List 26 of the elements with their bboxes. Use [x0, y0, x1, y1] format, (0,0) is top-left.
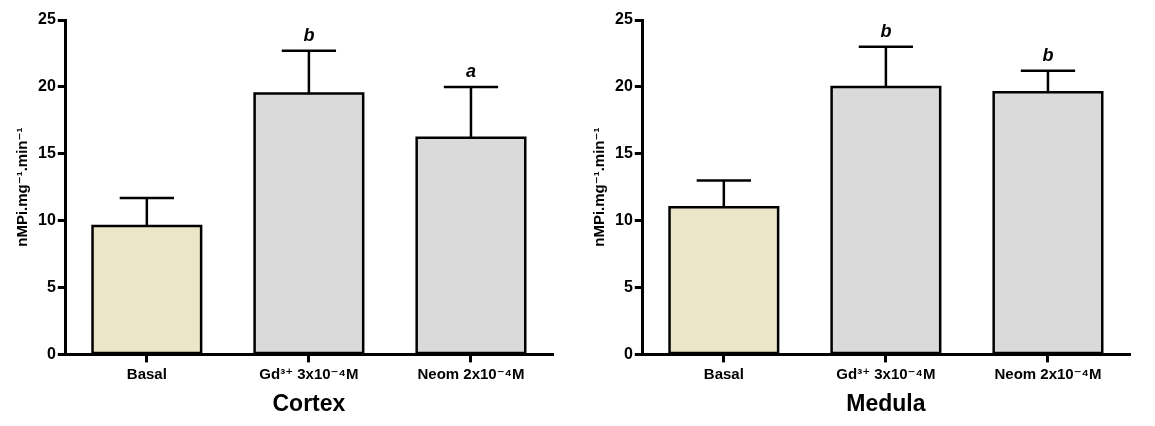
- y-tick-label: 10: [615, 211, 633, 229]
- y-tick-label: 5: [46, 277, 56, 295]
- x-axis-title: Cortex: [272, 389, 346, 416]
- annotation: a: [465, 60, 476, 81]
- y-tick-label: 0: [623, 344, 633, 362]
- x-tick-label: Neom 2x10⁻⁴M: [417, 364, 525, 382]
- x-tick-label: Basal: [126, 364, 167, 382]
- x-tick-label: Basal: [703, 364, 744, 382]
- y-tick-label: 20: [38, 77, 56, 95]
- x-axis-title: Medula: [846, 389, 926, 416]
- annotation: b: [1042, 44, 1054, 65]
- y-axis-title: nMPi.mg⁻¹.min⁻¹: [13, 127, 31, 247]
- annotation: b: [880, 20, 892, 41]
- y-axis-title: nMPi.mg⁻¹.min⁻¹: [590, 127, 608, 247]
- x-tick-label: Gd³⁺ 3x10⁻⁴M: [259, 364, 359, 382]
- y-tick-label: 5: [623, 277, 633, 295]
- y-tick-label: 10: [38, 211, 56, 229]
- y-tick-label: 0: [46, 344, 56, 362]
- y-tick-label: 25: [615, 10, 633, 28]
- y-tick-label: 15: [615, 144, 633, 162]
- x-tick-label: Gd³⁺ 3x10⁻⁴M: [836, 364, 936, 382]
- x-tick-label: Neom 2x10⁻⁴M: [994, 364, 1102, 382]
- annotation: b: [303, 24, 315, 45]
- y-tick-label: 25: [38, 10, 56, 28]
- y-tick-label: 15: [38, 144, 56, 162]
- y-tick-label: 20: [615, 77, 633, 95]
